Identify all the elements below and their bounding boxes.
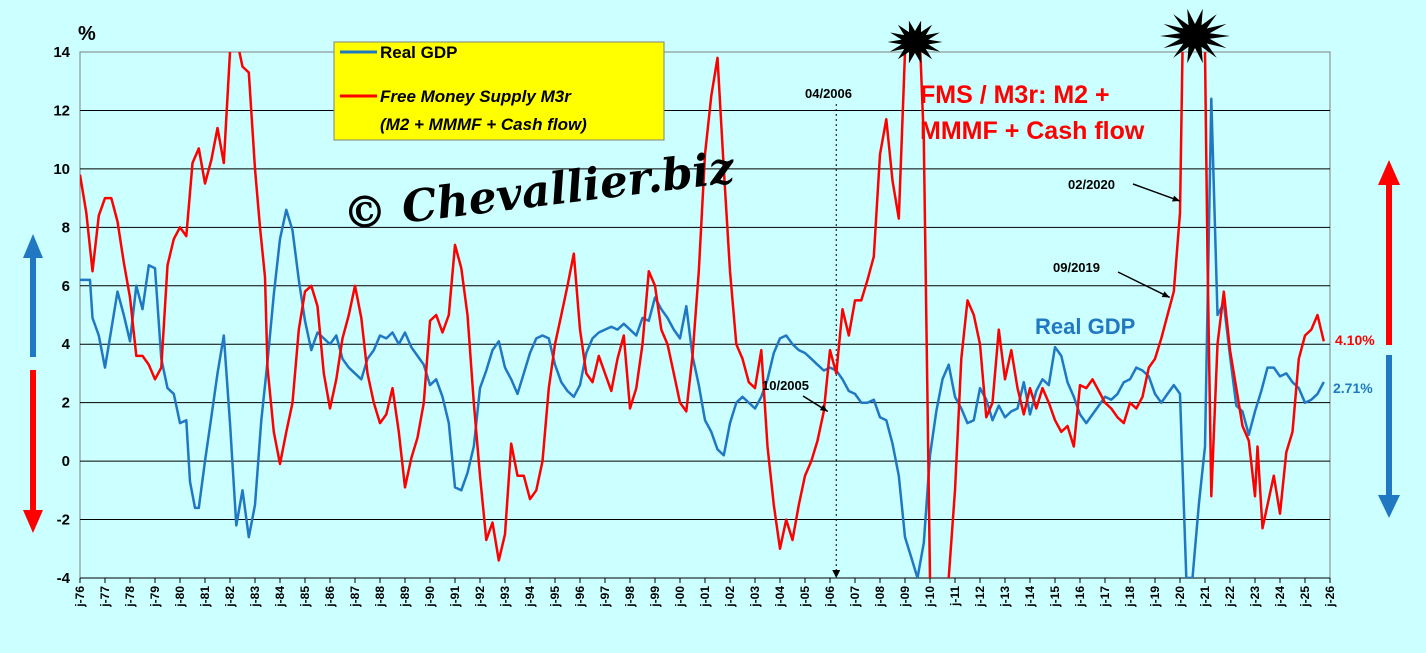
annotation-arrowhead <box>1161 291 1170 298</box>
y-tick-label: 14 <box>53 44 70 61</box>
x-tick-label: j-23 <box>1248 586 1262 608</box>
x-tick-label: j-90 <box>423 586 437 608</box>
x-tick-label: j-13 <box>998 586 1012 608</box>
x-tick-label: j-95 <box>548 586 562 608</box>
x-tick-label: j-93 <box>498 586 512 608</box>
x-tick-label: j-24 <box>1273 586 1287 608</box>
annotation-09-2019: 09/2019 <box>1053 260 1100 275</box>
annotation-10-2005: 10/2005 <box>762 378 809 393</box>
x-tick-label: j-89 <box>398 586 412 608</box>
x-tick-label: j-85 <box>298 586 312 608</box>
x-tick-label: j-11 <box>948 586 962 607</box>
y-tick-label: -2 <box>57 512 70 529</box>
x-tick-label: j-18 <box>1123 586 1137 608</box>
x-tick-label: j-09 <box>898 586 912 608</box>
x-tick-label: j-92 <box>473 586 487 608</box>
left-down-arrow-icon <box>23 370 43 533</box>
x-tick-label: j-19 <box>1148 586 1162 608</box>
y-tick-label: -4 <box>57 570 71 587</box>
x-tick-label: j-96 <box>573 586 587 608</box>
x-tick-label: j-14 <box>1023 586 1037 608</box>
x-tick-label: j-00 <box>673 586 687 608</box>
x-tick-label: j-15 <box>1048 586 1062 608</box>
x-tick-label: j-05 <box>798 586 812 608</box>
fms-last-value: 4.10% <box>1335 332 1375 348</box>
y-axis-labels: 14 12 10 8 6 4 2 0 -2 -4 <box>53 44 70 587</box>
x-tick-label: j-26 <box>1323 586 1337 608</box>
y-tick-label: 12 <box>53 102 70 119</box>
gdp-last-value: 2.71% <box>1333 380 1373 396</box>
gdp-series-label: Real GDP <box>1035 314 1135 339</box>
burst-2009-icon <box>887 20 943 64</box>
marker-arrow-04-2006 <box>832 570 841 578</box>
x-tick-label: j-80 <box>173 586 187 608</box>
x-tick-label: j-16 <box>1073 586 1087 608</box>
x-tick-label: j-77 <box>98 586 112 608</box>
left-up-arrow-icon <box>23 234 43 357</box>
fms-series-label-line1: FMS / M3r: M2 + <box>920 81 1110 109</box>
x-tick-label: j-83 <box>248 586 262 608</box>
x-tick-label: j-22 <box>1223 586 1237 608</box>
x-tick-label: j-03 <box>748 586 762 608</box>
burst-2020-icon <box>1160 8 1230 64</box>
x-tick-label: j-84 <box>273 586 287 608</box>
x-tick-label: j-86 <box>323 586 337 608</box>
x-tick-label: j-07 <box>848 586 862 608</box>
x-tick-label: j-06 <box>823 586 837 608</box>
fms-series-label-line2: MMMF + Cash flow <box>920 117 1145 145</box>
x-tick-label: j-79 <box>148 586 162 608</box>
x-axis-labels: j-76 j-77 j-78 j-79 j-80 j-81 j-82 j-83 j-84 j-85… <box>73 578 1337 608</box>
legend-fms-label: Free Money Supply M3r <box>380 87 572 106</box>
x-tick-label: j-76 <box>73 586 87 608</box>
gridlines <box>80 109 1330 579</box>
annotation-arrowhead <box>819 404 828 412</box>
x-tick-label: j-17 <box>1098 586 1112 608</box>
x-tick-label: j-81 <box>198 586 212 608</box>
annotation-arrowhead <box>1172 195 1180 202</box>
y-tick-label: 0 <box>62 453 70 470</box>
y-axis-unit: % <box>78 23 96 45</box>
x-tick-label: j-88 <box>373 586 387 608</box>
y-tick-label: 2 <box>62 395 70 412</box>
legend-fms-label-2: (M2 + MMMF + Cash flow) <box>380 115 587 134</box>
x-tick-label: j-82 <box>223 586 237 608</box>
plot-area <box>79 51 1331 579</box>
legend-box <box>333 41 665 141</box>
y-tick-label: 8 <box>62 219 70 236</box>
gdp-line <box>80 97 1325 578</box>
series-lines <box>80 52 1326 578</box>
fms-line <box>80 52 1326 578</box>
x-tick-label: j-04 <box>773 586 787 608</box>
x-tick-label: j-21 <box>1198 586 1212 608</box>
x-tick-label: j-10 <box>923 586 937 608</box>
y-tick-label: 4 <box>62 336 71 353</box>
x-tick-label: j-87 <box>348 586 362 608</box>
y-tick-label: 6 <box>62 278 70 295</box>
x-tick-label: j-78 <box>123 586 137 608</box>
x-tick-label: j-02 <box>723 586 737 608</box>
right-up-arrow-icon <box>1378 160 1400 345</box>
annotation-arrow <box>1117 271 1171 299</box>
annotation-04-2006: 04/2006 <box>805 86 852 101</box>
x-tick-label: j-20 <box>1173 586 1187 608</box>
right-down-arrow-icon <box>1378 355 1400 518</box>
x-tick-label: j-99 <box>648 586 662 608</box>
x-tick-label: j-97 <box>598 586 612 608</box>
legend-gdp-label: Real GDP <box>380 43 457 62</box>
annotation-arrow <box>1132 183 1181 202</box>
x-tick-label: j-01 <box>698 586 712 608</box>
annotation-arrows <box>802 183 1181 413</box>
x-tick-label: j-25 <box>1298 586 1312 608</box>
y-tick-label: 10 <box>53 161 70 178</box>
x-tick-label: j-98 <box>623 586 637 608</box>
x-tick-label: j-12 <box>973 586 987 608</box>
x-tick-label: j-91 <box>448 586 462 608</box>
x-tick-label: j-94 <box>523 586 537 608</box>
annotation-02-2020: 02/2020 <box>1068 177 1115 192</box>
legend: Real GDP Free Money Supply M3r (M2 + MMM… <box>333 41 665 141</box>
x-tick-label: j-08 <box>873 586 887 608</box>
